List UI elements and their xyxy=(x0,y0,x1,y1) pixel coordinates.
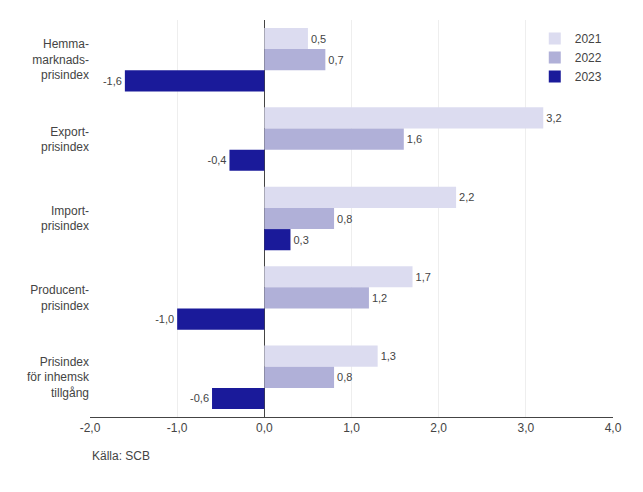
svg-text:2022: 2022 xyxy=(575,51,602,65)
svg-text:-1,0: -1,0 xyxy=(167,421,188,435)
svg-text:1,3: 1,3 xyxy=(381,350,396,362)
svg-text:0,7: 0,7 xyxy=(328,54,343,66)
svg-text:-2,0: -2,0 xyxy=(80,421,101,435)
svg-text:2,2: 2,2 xyxy=(459,191,474,203)
svg-text:0,5: 0,5 xyxy=(311,33,326,45)
svg-text:1,6: 1,6 xyxy=(407,133,422,145)
svg-text:0,3: 0,3 xyxy=(293,234,308,246)
svg-text:3,2: 3,2 xyxy=(546,112,561,124)
svg-text:-1,0: -1,0 xyxy=(155,313,174,325)
svg-text:Hemma-marknads-prisindex: Hemma-marknads-prisindex xyxy=(32,37,89,82)
svg-text:3,0: 3,0 xyxy=(517,421,534,435)
svg-text:-0,6: -0,6 xyxy=(190,392,209,404)
svg-text:Prisindexför inhemsktillgång: Prisindexför inhemsktillgång xyxy=(27,355,90,400)
svg-text:-1,6: -1,6 xyxy=(103,75,122,87)
svg-text:1,0: 1,0 xyxy=(343,421,360,435)
svg-text:Import-prisindex: Import-prisindex xyxy=(41,204,89,234)
svg-text:2021: 2021 xyxy=(575,32,602,46)
svg-text:2,0: 2,0 xyxy=(430,421,447,435)
svg-text:1,7: 1,7 xyxy=(416,271,431,283)
svg-text:4,0: 4,0 xyxy=(605,421,622,435)
svg-text:0,0: 0,0 xyxy=(256,421,273,435)
svg-text:0,8: 0,8 xyxy=(337,213,352,225)
svg-text:Producent-prisindex: Producent-prisindex xyxy=(30,283,89,313)
svg-text:Källa: SCB: Källa: SCB xyxy=(92,449,150,463)
svg-text:0,8: 0,8 xyxy=(337,371,352,383)
svg-text:-0,4: -0,4 xyxy=(208,154,227,166)
svg-text:Export-prisindex: Export-prisindex xyxy=(41,125,89,155)
svg-text:1,2: 1,2 xyxy=(372,292,387,304)
svg-text:2023: 2023 xyxy=(575,70,602,84)
